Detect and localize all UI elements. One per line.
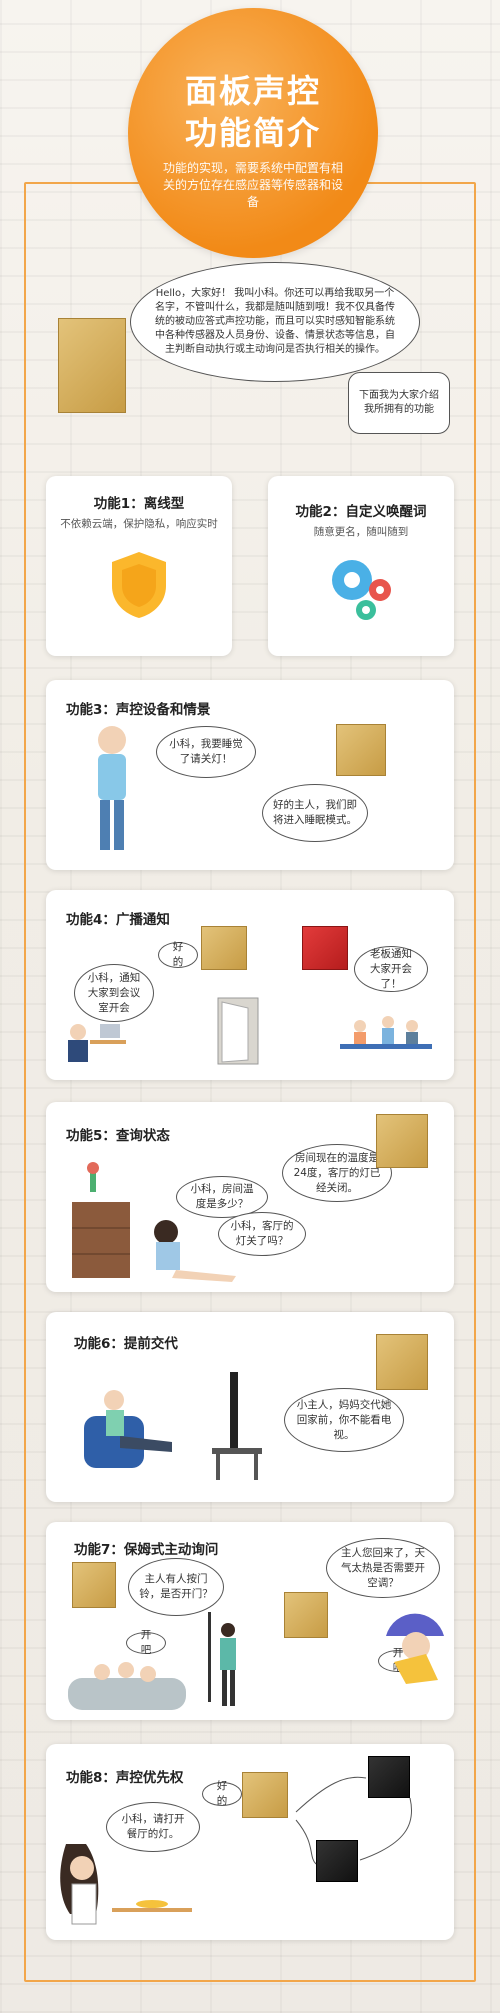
- speech-bubble: 老板通知大家开会了！: [354, 946, 428, 992]
- speech-bubble: 好的: [158, 941, 198, 968]
- voice-panel-device: [376, 1114, 428, 1168]
- voice-panel-device: [72, 1562, 116, 1608]
- speech-bubble: 开吧: [126, 1629, 166, 1656]
- speech-bubble: 小科，客厅的灯关了吗？: [218, 1212, 306, 1256]
- speech-bubble: 小科，我要睡觉了请关灯！: [156, 726, 256, 778]
- voice-panel-device: [242, 1772, 288, 1818]
- speech-bubble: 好的: [202, 1780, 242, 1807]
- sleepy-person-illustration: [98, 726, 126, 850]
- intro-next-bubble: 下面我为大家介绍我所拥有的功能: [348, 372, 450, 434]
- feature-card-5: 功能5：查询状态 房间现在的温度是24度，客厅的灯已经关闭。 小科，房间温度是多…: [46, 1102, 454, 1292]
- feature-desc: 随意更名，随叫随到: [313, 526, 409, 538]
- voice-panel-device-red: [302, 926, 348, 970]
- boy-on-sofa-illustration: [84, 1390, 172, 1468]
- hero-title-line1: 面板声控: [184, 72, 321, 110]
- speech-bubble: 主人您回来了，天气太热是否需要开空调？: [326, 1538, 440, 1598]
- speech-bubble: 主人有人按门铃，是否开门？: [128, 1558, 224, 1616]
- family-on-sofa-illustration: [68, 1662, 186, 1710]
- feature-desc: 不依赖云端，保护隐私，响应实时: [60, 518, 218, 530]
- voice-panel-device: [284, 1592, 328, 1638]
- connection-lines: [295, 1776, 413, 1865]
- feature-card-4: 功能4：广播通知 好的 小科，通知大家到会议室开会 老板通知大家开会了！: [46, 890, 454, 1080]
- feature-card-6: 功能6：提前交代 小主人，妈妈交代她回家前，你不能看电视。: [46, 1312, 454, 1502]
- gear-icon: [332, 560, 391, 620]
- speech-bubble: 小科，房间温度是多少？: [176, 1176, 268, 1218]
- meeting-illustration: [340, 1016, 432, 1049]
- voice-panel-device: [336, 724, 386, 776]
- feature-title: 功能5：查询状态: [66, 1128, 170, 1144]
- voice-panel-device: [58, 318, 126, 413]
- tv-icon: [212, 1372, 262, 1480]
- person-at-door-illustration: [208, 1612, 236, 1706]
- feature-title: 功能6：提前交代: [74, 1336, 178, 1352]
- feature-title: 功能3：声控设备和情景: [66, 702, 211, 718]
- voice-panel-device: [376, 1334, 428, 1390]
- voice-panel-device: [201, 926, 247, 970]
- woman-with-coffee-illustration: [60, 1844, 192, 1925]
- cabinet-illustration: [72, 1162, 130, 1278]
- voice-panel-device-black: [368, 1756, 410, 1798]
- hero-subtitle: 功能的实现，需要系统中配置有相关的方位存在感应器等传感器和设备: [162, 161, 343, 209]
- feature-title: 功能4：广播通知: [66, 912, 170, 928]
- hero-title: 面板声控 功能简介: [128, 70, 378, 154]
- feature-title: 功能1：离线型: [93, 496, 185, 512]
- hero-circle: 面板声控 功能简介 功能的实现，需要系统中配置有相关的方位存在感应器等传感器和设…: [128, 8, 378, 258]
- voice-panel-device-black: [316, 1840, 358, 1882]
- hero-title-line2: 功能简介: [184, 114, 321, 152]
- speech-bubble: 小科，通知大家到会议室开会: [74, 964, 154, 1022]
- hot-woman-illustration: [386, 1613, 444, 1684]
- speech-bubble: 好的主人，我们即将进入睡眠模式。: [262, 784, 368, 842]
- shield-icon: [112, 552, 166, 618]
- feature-card-1: 功能1：离线型 不依赖云端，保护隐私，响应实时: [46, 476, 232, 656]
- door-icon: [217, 997, 259, 1065]
- feature-card-8: 功能8：声控优先权 好的 小科，请打开餐厅的灯。: [46, 1744, 454, 1940]
- speech-bubble: 房间现在的温度是24度，客厅的灯已经关闭。: [282, 1144, 392, 1202]
- feature-card-2: 功能2：自定义唤醒词 随意更名，随叫随到: [268, 476, 454, 656]
- intro-bubble: Hello，大家好！ 我叫小科。你还可以再给我取另一个名字，不管叫什么，我都是随…: [130, 262, 420, 382]
- feature-card-7: 功能7：保姆式主动询问 主人有人按门铃，是否开门？ 主人您回来了，天气太热是否需…: [46, 1522, 454, 1720]
- feature-title: 功能8：声控优先权: [66, 1770, 184, 1786]
- feature-title: 功能7：保姆式主动询问: [74, 1542, 219, 1558]
- feature-card-3: 功能3：声控设备和情景 小科，我要睡觉了请关灯！ 好的主人，我们即将进入睡眠模式…: [46, 680, 454, 870]
- feature-title: 功能2：自定义唤醒词: [295, 504, 427, 520]
- speech-bubble: 小科，请打开餐厅的灯。: [106, 1802, 200, 1852]
- speech-bubble: 小主人，妈妈交代她回家前，你不能看电视。: [284, 1388, 404, 1452]
- office-worker-illustration: [68, 1024, 126, 1062]
- girl-reading-illustration: [154, 1220, 236, 1282]
